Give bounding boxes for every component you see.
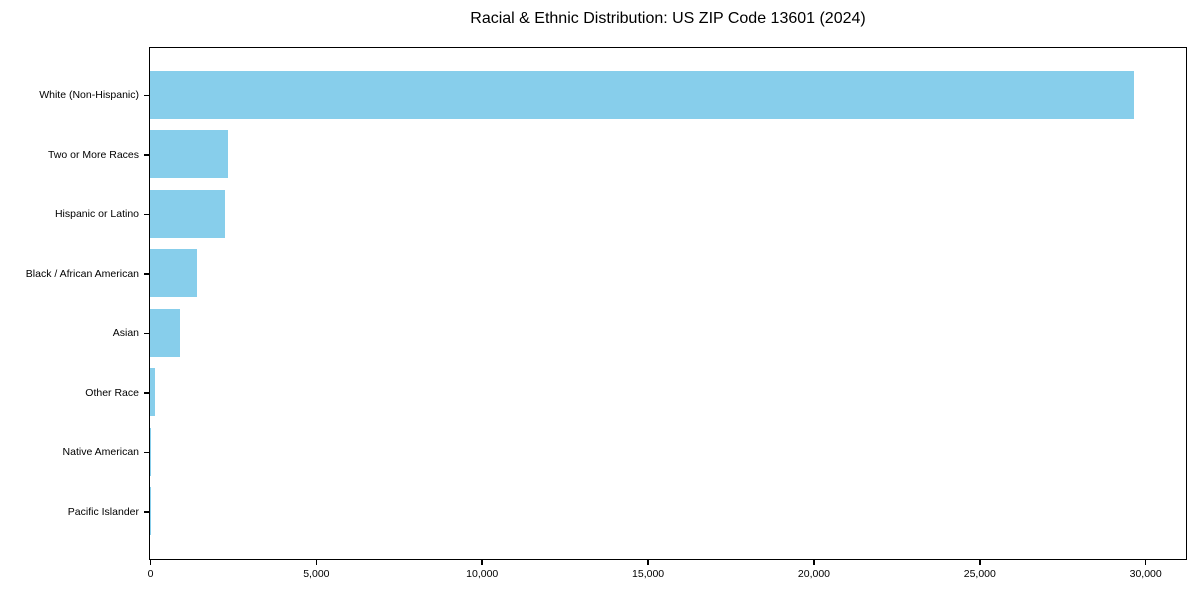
bar-native-american: [150, 427, 152, 476]
x-tick-label: 15,000: [632, 568, 665, 580]
y-tick-mark: [144, 511, 149, 513]
bar-black-african-american: [150, 249, 197, 298]
bar-two-or-more-races: [150, 130, 228, 179]
x-tick-mark: [149, 560, 152, 565]
x-tick-label: 5,000: [303, 568, 330, 580]
plot-area: [149, 47, 1187, 560]
x-tick-label: 10,000: [466, 568, 499, 580]
y-tick-label: Asian: [112, 327, 139, 340]
y-tick-mark: [144, 392, 149, 394]
y-tick-mark: [144, 94, 149, 96]
x-tick-mark: [1144, 560, 1147, 565]
bar-white-non-hispanic: [150, 70, 1135, 119]
y-tick-label: Other Race: [85, 386, 139, 399]
bar-hispanic-or-latino: [150, 189, 225, 238]
x-tick-mark: [979, 560, 981, 565]
y-tick-label: Native American: [62, 446, 139, 459]
y-tick-mark: [144, 451, 149, 453]
x-tick-label: 20,000: [797, 568, 831, 580]
x-tick-mark: [481, 560, 483, 565]
y-tick-mark: [144, 332, 149, 334]
x-tick-label: 30,000: [1129, 568, 1162, 580]
y-tick-label: Two or More Races: [47, 148, 139, 161]
y-tick-label: Black / African American: [25, 267, 139, 280]
x-tick-mark: [647, 560, 649, 565]
chart-title: Racial & Ethnic Distribution: US ZIP Cod…: [470, 10, 866, 27]
x-tick-mark: [813, 560, 815, 565]
x-tick-mark: [315, 560, 318, 565]
y-tick-label: Hispanic or Latino: [54, 208, 139, 221]
y-tick-mark: [144, 273, 149, 275]
bar-other-race: [150, 368, 155, 417]
y-tick-label: White (Non-Hispanic): [39, 89, 139, 102]
x-tick-label: 25,000: [963, 568, 996, 580]
x-tick-label: 0: [147, 568, 154, 580]
y-tick-label: Pacific Islander: [67, 505, 139, 518]
y-tick-mark: [144, 213, 149, 215]
bar-asian: [150, 308, 180, 357]
y-tick-mark: [144, 154, 149, 156]
